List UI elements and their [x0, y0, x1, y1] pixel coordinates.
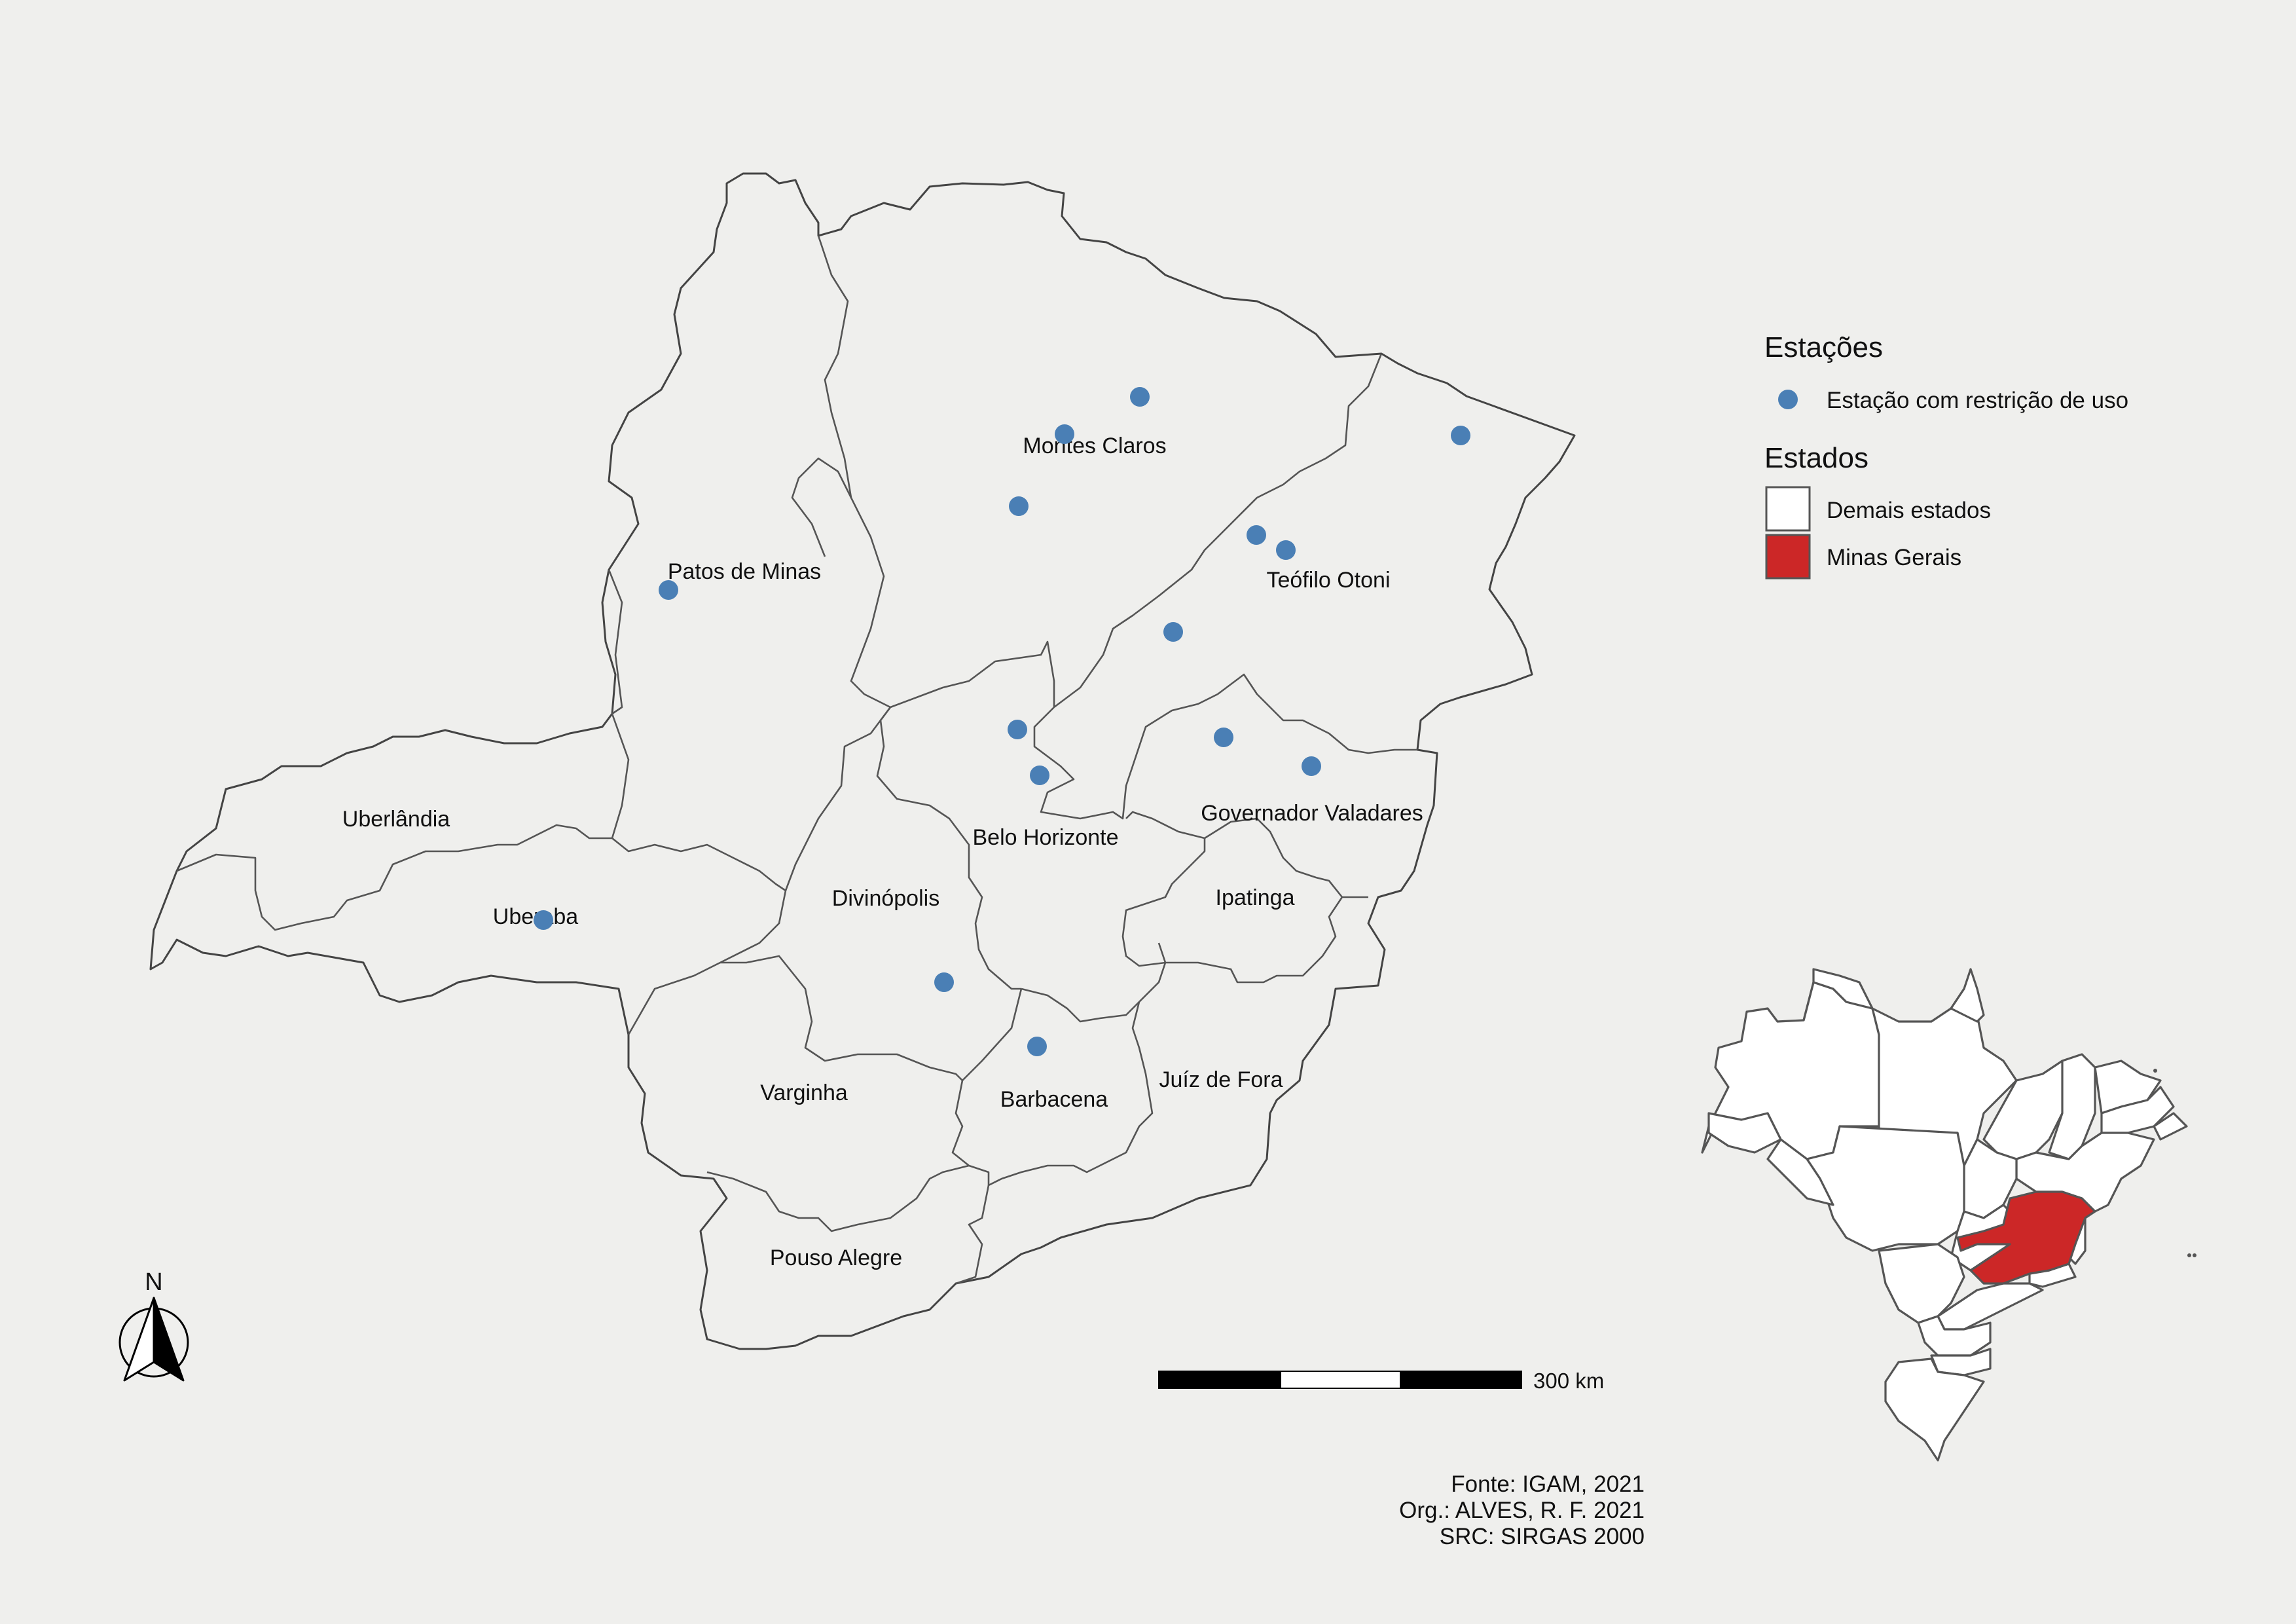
inset-island — [2187, 1253, 2191, 1257]
border-uberaba-varginha — [627, 890, 787, 1035]
region-label: Patos de Minas — [668, 559, 821, 584]
inset-state — [1884, 1357, 1985, 1462]
inset-state — [1917, 1315, 1992, 1357]
border-bh-governador — [1033, 673, 1417, 820]
scale-segment-white — [1280, 1371, 1401, 1389]
station-point[interactable] — [1247, 525, 1266, 545]
scale-segment-black — [1400, 1371, 1522, 1389]
region-label: Montes Claros — [1023, 434, 1166, 458]
station-point[interactable] — [1009, 496, 1029, 516]
mg-state-outline — [149, 172, 1576, 1350]
border-pouso-alegre-east — [955, 1185, 990, 1285]
region-label: Pouso Alegre — [770, 1246, 902, 1270]
border-divinopolis-bh — [876, 707, 1021, 990]
legend-other-states-swatch — [1765, 486, 1811, 532]
inset-island — [2193, 1253, 2196, 1257]
border-divinopolis-varginha — [720, 955, 1023, 1082]
legend-minas-label: Minas Gerais — [1827, 545, 1961, 570]
scale-bar-label: 300 km — [1533, 1369, 1604, 1393]
region-label: Barbacena — [1000, 1087, 1108, 1112]
inset-state — [1766, 1138, 1834, 1206]
legend: Estações Estação com restrição de uso Es… — [1764, 331, 2128, 580]
station-point[interactable] — [1276, 540, 1296, 560]
border-barbacena-juizdefora — [951, 1001, 1154, 1187]
border-montes-claros-teofilo — [1053, 353, 1383, 709]
station-point[interactable] — [934, 972, 954, 992]
legend-station-symbol — [1778, 390, 1798, 409]
scale-segment-black — [1158, 1371, 1281, 1389]
station-point[interactable] — [1055, 424, 1074, 444]
station-point[interactable] — [1214, 728, 1233, 747]
region-label: Teófilo Otoni — [1267, 568, 1391, 593]
border-montes-claros-west — [791, 457, 852, 557]
legend-minas-swatch — [1765, 534, 1811, 580]
inset-state — [1802, 968, 1874, 1022]
legend-other-states-label: Demais estados — [1827, 498, 1991, 523]
stations — [534, 387, 1470, 1056]
north-arrow-label: N — [145, 1268, 162, 1296]
border-patos-uberlandia — [608, 569, 892, 892]
region-label: Governador Valadares — [1201, 801, 1423, 826]
station-point[interactable] — [1163, 622, 1183, 642]
border-bh-juizdefora — [1021, 942, 1167, 1023]
station-point[interactable] — [1008, 720, 1027, 739]
region-label: Divinópolis — [832, 886, 939, 911]
mg-regions — [149, 172, 1576, 1350]
station-point[interactable] — [1302, 756, 1321, 776]
credits-source: Fonte: IGAM, 2021 — [1451, 1471, 1645, 1497]
station-point[interactable] — [534, 910, 553, 930]
credits: Fonte: IGAM, 2021 Org.: ALVES, R. F. 202… — [1399, 1471, 1645, 1549]
border-uberlandia-uberaba — [176, 824, 612, 931]
inset-state — [1878, 1243, 1965, 1324]
inset-minas-gerais — [1956, 1190, 2096, 1285]
legend-station-label: Estação com restrição de uso — [1827, 388, 2128, 413]
credits-src: SRC: SIRGAS 2000 — [1440, 1524, 1645, 1549]
region-label: Varginha — [760, 1080, 848, 1105]
north-arrow-icon: N — [118, 1268, 189, 1382]
region-label: Juíz de Fora — [1159, 1067, 1283, 1092]
station-point[interactable] — [1451, 426, 1470, 445]
station-point[interactable] — [1027, 1037, 1047, 1056]
inset-state — [2153, 1112, 2188, 1141]
inset-state — [1707, 1112, 1782, 1154]
inset-state — [1982, 1060, 2077, 1160]
region-label: Ipatinga — [1216, 885, 1295, 910]
brazil-inset-map — [1701, 968, 2196, 1462]
region-labels: Montes Claros Teófilo Otoni Patos de Min… — [342, 434, 1423, 1270]
border-montes-claros-patos — [817, 235, 1055, 709]
legend-states-title: Estados — [1764, 442, 1868, 474]
border-varginha-pouso-alegre — [706, 1164, 970, 1232]
legend-stations-title: Estações — [1764, 331, 1883, 363]
station-point[interactable] — [659, 580, 678, 600]
inset-island — [2153, 1069, 2157, 1073]
station-point[interactable] — [1030, 766, 1049, 785]
credits-org: Org.: ALVES, R. F. 2021 — [1399, 1498, 1645, 1523]
station-point[interactable] — [1130, 387, 1150, 407]
scale-bar: 300 km — [1158, 1369, 1604, 1393]
border-governador-ipatinga — [1204, 817, 1343, 898]
region-label: Belo Horizonte — [972, 825, 1118, 850]
inset-state — [1950, 968, 1985, 1023]
region-label: Uberlândia — [342, 807, 450, 832]
